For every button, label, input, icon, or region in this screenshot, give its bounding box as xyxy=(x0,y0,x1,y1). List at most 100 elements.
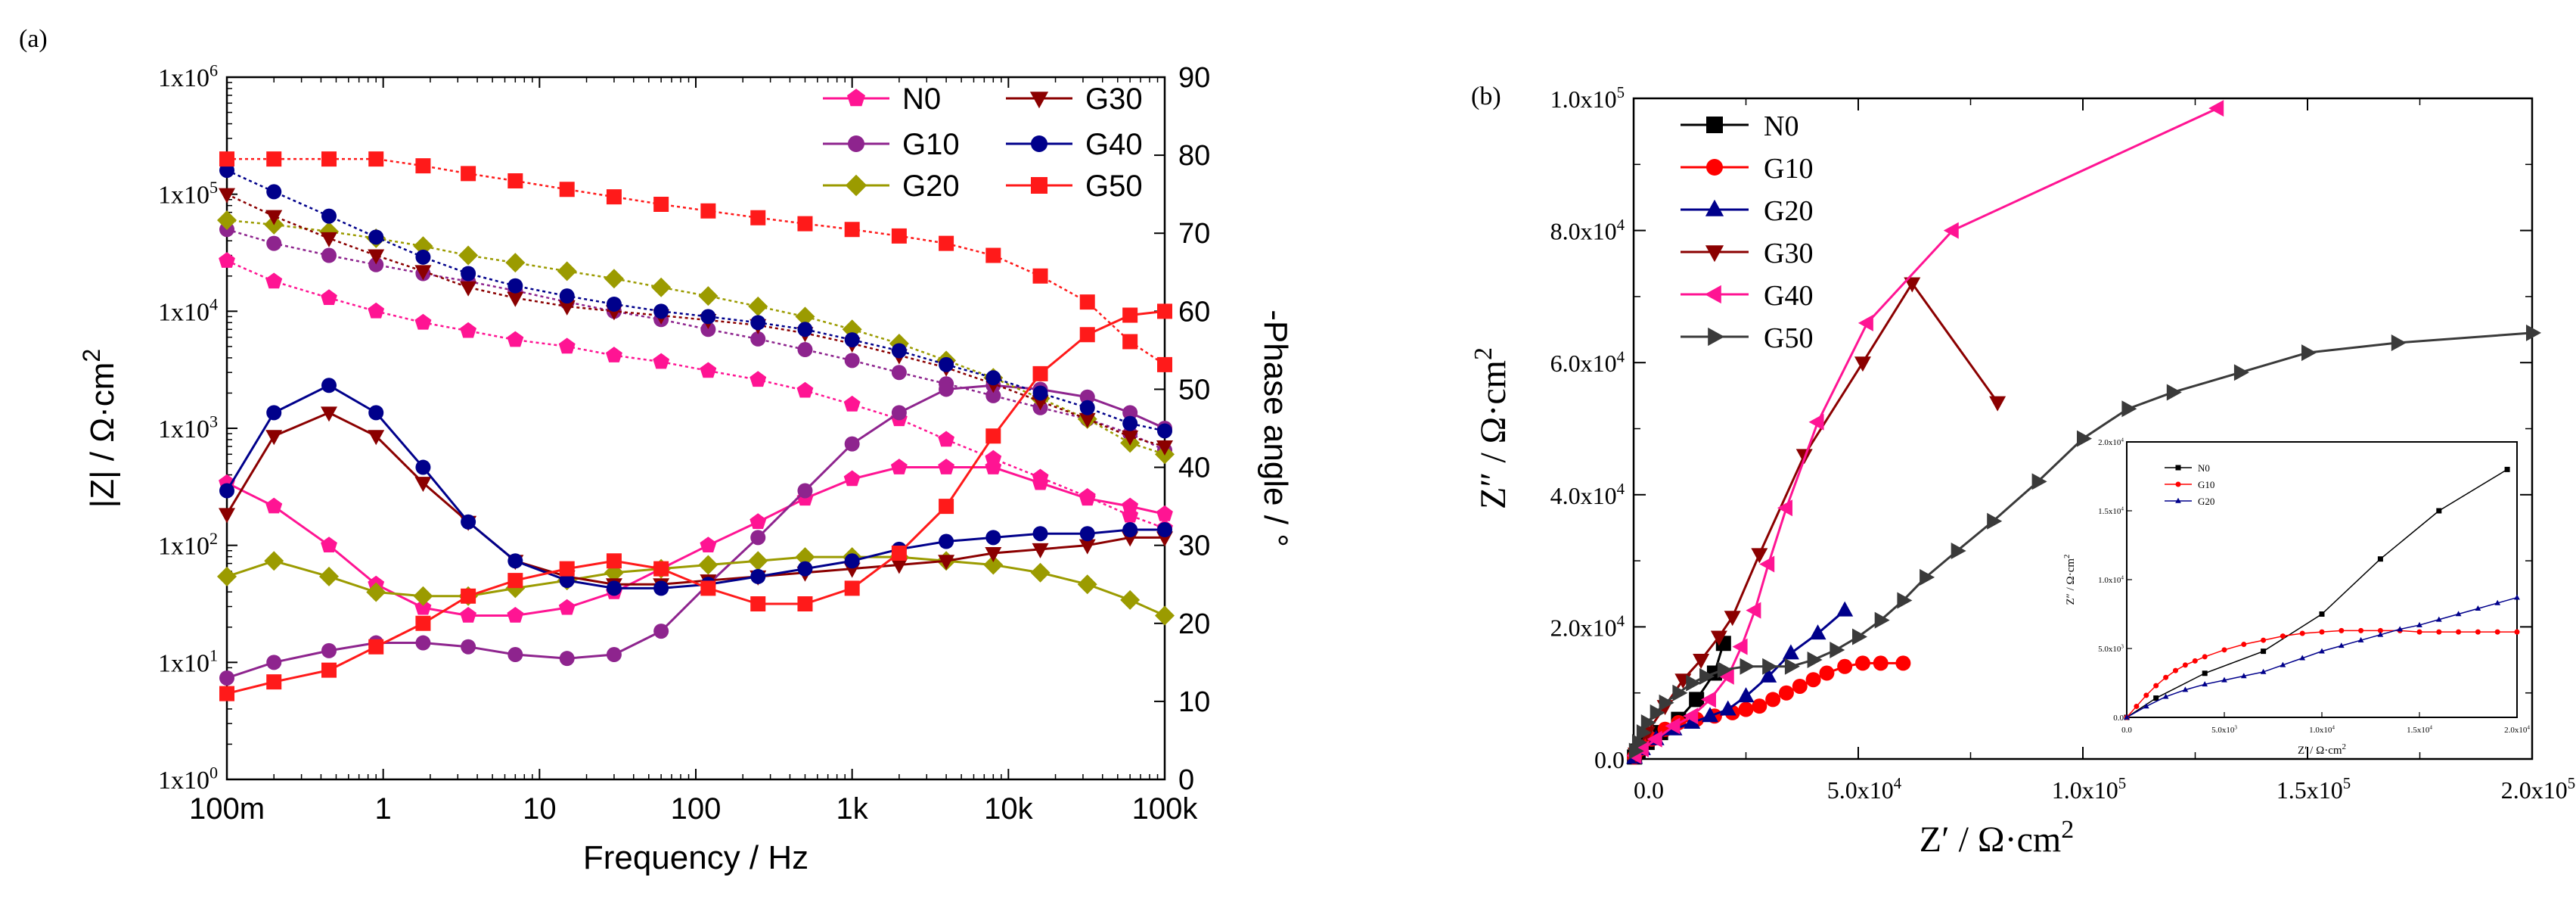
phase-point xyxy=(414,477,432,493)
data-point xyxy=(2124,714,2130,720)
phase-point xyxy=(321,378,337,393)
impedance-point xyxy=(653,303,669,319)
y2-tick-label: 30 xyxy=(1178,530,1210,562)
data-point xyxy=(2475,629,2481,635)
data-point xyxy=(1724,611,1741,627)
data-point xyxy=(1920,568,1935,586)
impedance-point xyxy=(1157,356,1172,372)
y-tick-label: 6.0x104 xyxy=(1550,348,1625,377)
phase-point xyxy=(748,551,768,571)
impedance-point xyxy=(368,249,385,265)
impedance-point xyxy=(1032,268,1048,284)
data-point xyxy=(2301,344,2317,362)
impedance-point xyxy=(700,362,717,378)
data-point xyxy=(2202,654,2208,660)
x-tick-label: 5.0x104 xyxy=(1827,775,1902,804)
phase-point xyxy=(219,508,235,524)
legend-label: G10 xyxy=(902,128,960,161)
data-point xyxy=(2280,633,2286,639)
phase-point xyxy=(414,599,432,615)
x-tick-label: 100m xyxy=(189,792,265,826)
data-point xyxy=(1686,674,1702,692)
phase-point xyxy=(1156,505,1173,521)
legend-marker xyxy=(2175,497,2181,503)
data-point xyxy=(1854,655,1870,671)
data-point xyxy=(1751,548,1768,564)
data-point xyxy=(1760,667,1777,683)
legend-marker xyxy=(1708,327,1725,347)
data-point xyxy=(1805,672,1821,688)
y-tick-label: 8.0x104 xyxy=(1550,216,1625,245)
data-point xyxy=(2377,627,2383,633)
phase-point xyxy=(890,558,908,574)
data-point xyxy=(2339,627,2345,633)
impedance-point xyxy=(750,331,766,347)
panel-b-x-axis-label: Z′ / Ω·cm2 xyxy=(1920,816,2074,860)
impedance-point xyxy=(651,277,672,297)
data-point xyxy=(2162,693,2169,699)
y-tick-label: 2.0x104 xyxy=(1550,613,1625,642)
phase-point xyxy=(1157,303,1172,319)
phase-point xyxy=(559,651,575,667)
impedance-point xyxy=(1122,334,1138,350)
phase-point xyxy=(844,553,860,569)
data-point xyxy=(2202,681,2208,687)
data-point xyxy=(2397,626,2404,632)
phase-point xyxy=(507,607,524,623)
phase-point xyxy=(1030,562,1051,583)
data-point xyxy=(2077,430,2092,447)
impedance-point xyxy=(844,222,860,238)
phase-point xyxy=(219,483,234,499)
impedance-point xyxy=(1157,423,1172,439)
phase-point xyxy=(1122,522,1138,538)
data-point xyxy=(2153,683,2159,689)
impedance-point xyxy=(321,247,337,263)
data-point xyxy=(1762,658,1778,675)
phase-point xyxy=(1122,405,1138,421)
y-tick-label: 1x106 xyxy=(158,61,218,92)
phase-point xyxy=(1155,605,1175,626)
y-tick-label: 1.5x104 xyxy=(2098,506,2124,516)
data-point xyxy=(2280,661,2286,667)
y-tick-label: 1x105 xyxy=(158,178,218,210)
data-point xyxy=(2504,466,2510,472)
data-point xyxy=(1650,704,1665,721)
phase-point xyxy=(1157,522,1172,538)
phase-point xyxy=(415,635,431,651)
impedance-point xyxy=(558,337,576,354)
data-point xyxy=(1809,624,1826,640)
y2-tick-label: 80 xyxy=(1178,140,1210,172)
impedance-point xyxy=(559,288,575,304)
impedance-point xyxy=(266,235,282,251)
impedance-point xyxy=(698,286,718,306)
panel-b-label: (b) xyxy=(1471,82,1501,110)
panel-a-label: (a) xyxy=(19,25,48,53)
phase-point xyxy=(891,405,907,421)
phase-point xyxy=(606,580,622,596)
phase-point xyxy=(320,406,337,422)
phase-line xyxy=(226,384,1165,680)
legend-marker xyxy=(1705,199,1724,216)
data-point xyxy=(1897,592,1913,609)
impedance-line xyxy=(226,219,1165,456)
legend-label: G20 xyxy=(1764,195,1813,227)
impedance-point xyxy=(265,210,283,226)
x-tick-label: 1.0x105 xyxy=(2052,775,2126,804)
data-point xyxy=(1701,707,1718,723)
phase-point xyxy=(413,586,433,606)
data-point xyxy=(1752,698,1768,714)
phase-line xyxy=(225,411,1165,586)
impedance-point xyxy=(415,249,431,265)
legend-marker xyxy=(1031,177,1047,194)
x-tick-label: 1.5x105 xyxy=(2277,775,2351,804)
panel-b-x-ticks: 0.0 5.0x104 1.0x105 1.5x105 2.0x105 xyxy=(1633,98,2575,804)
data-point xyxy=(2134,703,2140,709)
data-point xyxy=(1710,630,1727,646)
legend-marker xyxy=(847,89,865,107)
data-point xyxy=(1672,684,1688,701)
impedance-point xyxy=(507,278,523,294)
data-point xyxy=(1683,708,1699,725)
impedance-point xyxy=(843,395,861,412)
panel-a-y2-ticks: 0 10 20 30 40 50 60 70 80 90 xyxy=(1154,62,1210,796)
data-point xyxy=(1830,641,1845,658)
